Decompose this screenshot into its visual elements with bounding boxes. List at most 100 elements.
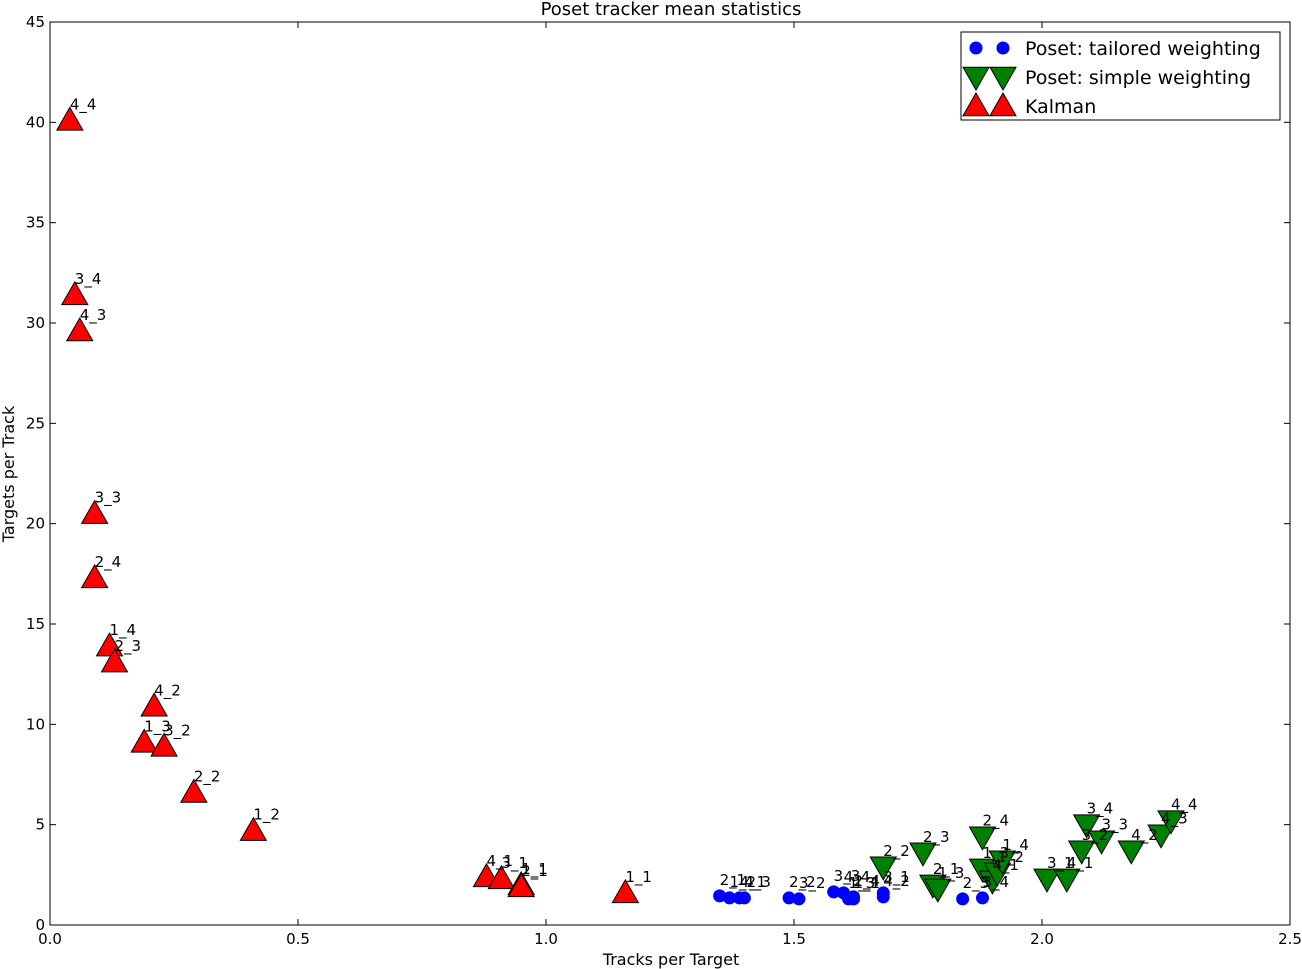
data-point [909, 842, 937, 867]
data-point [100, 648, 129, 673]
point-labels-layer: 2_11_24_14_3 2_23_2 3_34_41_32_41_1 4_23_1 2… [70, 95, 1198, 893]
point-label: 1_1 [854, 874, 881, 893]
x-tick-label: 2.0 [1030, 930, 1054, 948]
point-label: 3_3 [834, 867, 861, 886]
point-label: 1_3 [144, 717, 171, 736]
legend-marker [989, 66, 1017, 92]
data-point [827, 885, 841, 899]
data-point [1157, 810, 1185, 835]
data-point [975, 891, 989, 905]
point-label: 3_3 [1102, 816, 1129, 835]
x-tick-label: 2.5 [1278, 930, 1302, 948]
y-tick-label: 25 [26, 414, 45, 432]
legend: Poset: tailored weighting Poset: simple w… [960, 31, 1281, 121]
point-label: 3_2 [1082, 826, 1109, 845]
data-point [923, 878, 952, 903]
point-label: 4_4 [70, 95, 97, 114]
data-point [95, 632, 124, 657]
point-label: 4_3 [1161, 810, 1188, 829]
point-label: 4_1 [486, 852, 513, 871]
series-triangle-down [869, 810, 1185, 903]
series-triangle-up [55, 106, 640, 904]
point-label: 4_2 [154, 681, 181, 700]
point-label: 1_4 [110, 621, 137, 640]
point-label: 4_4 [1171, 796, 1198, 815]
point-label: 4_3 [80, 306, 107, 325]
data-point [140, 692, 169, 717]
series-circle [713, 885, 989, 906]
data-point [1087, 830, 1116, 855]
legend-marker [962, 91, 990, 117]
legend-marker [969, 41, 983, 55]
point-label: 4_1 [739, 873, 766, 892]
y-tick-label: 10 [26, 715, 45, 733]
point-label: 1_2 [997, 848, 1024, 867]
point-label: 2_1 [720, 871, 747, 890]
point-label: 1_1 [521, 860, 548, 879]
point-label: 3_4 [1087, 800, 1114, 819]
data-point [80, 499, 109, 524]
data-point [782, 891, 796, 905]
data-point [988, 850, 1017, 875]
legend-label: Kalman [1025, 96, 1096, 118]
axis-ticks-layer: 0.0 0.5 1.0 1.5 2.0 2.5 0 5 10 15 20 25 30 35 40 45 [26, 13, 1302, 948]
data-point [737, 891, 751, 905]
x-tick-label: 0.5 [286, 930, 310, 948]
data-point [792, 892, 806, 906]
point-label: 4_1 [992, 856, 1019, 875]
plot-area [49, 21, 1291, 926]
point-label: 1_1 [625, 868, 652, 887]
data-point [968, 826, 997, 851]
y-tick-label: 45 [26, 13, 45, 31]
point-label: 3_4 [982, 873, 1009, 892]
point-label: 4_2 [883, 872, 910, 891]
data-point [956, 892, 970, 906]
data-point [507, 872, 536, 898]
point-label: 4_1 [1067, 854, 1094, 873]
y-tick-label: 40 [26, 113, 45, 131]
data-point [80, 563, 109, 589]
data-point [55, 106, 84, 131]
data-point [847, 892, 861, 906]
point-label: 3_4 [75, 270, 102, 289]
point-label: 3_3 [95, 489, 122, 508]
point-label: 2_3 [114, 637, 141, 656]
data-point [723, 891, 737, 905]
point-label: 2_4 [95, 553, 122, 572]
point-label: 2_4 [854, 872, 881, 891]
y-tick-label: 30 [26, 314, 45, 332]
point-label: 3_2 [164, 721, 191, 740]
point-label: 2_1 [521, 862, 548, 881]
data-point [65, 317, 94, 342]
point-label: 1_3 [982, 844, 1009, 863]
legend-frame [960, 31, 1281, 121]
legend-label: Poset: simple weighting [1025, 67, 1251, 89]
y-tick-label: 0 [35, 916, 45, 934]
point-label: 1_2 [730, 873, 757, 892]
y-tick-label: 20 [26, 515, 45, 533]
point-label: 4_2 [1131, 826, 1158, 845]
legend-marker [962, 66, 990, 92]
point-label: 2_3 [963, 874, 990, 893]
point-label: 3_2 [799, 874, 826, 893]
legend-marker [996, 41, 1010, 55]
data-point [876, 886, 890, 900]
data-point [1147, 824, 1175, 849]
y-axis-label: Targets per Track [0, 405, 18, 543]
data-point [130, 728, 159, 753]
point-label: 1_3 [849, 874, 876, 893]
point-label: 3_1 [1047, 854, 1074, 873]
point-label: 4_4 [844, 868, 871, 887]
data-point [487, 864, 516, 890]
series-layer [55, 106, 1185, 906]
point-label: 4_3 [744, 873, 771, 892]
point-label: 2_4 [982, 812, 1009, 831]
point-label: 2_3 [923, 828, 950, 847]
data-point [611, 878, 640, 904]
data-point [60, 280, 89, 306]
data-point [1067, 840, 1096, 865]
point-label: 2_2 [194, 768, 221, 787]
x-tick-label: 0.0 [38, 930, 62, 948]
point-label: 1_4 [1002, 836, 1029, 855]
data-point [1052, 868, 1081, 893]
